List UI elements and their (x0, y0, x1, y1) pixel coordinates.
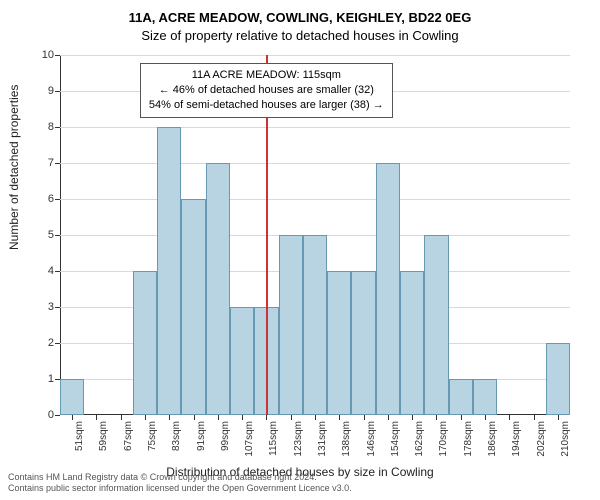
x-tick-label: 170sqm (436, 415, 449, 457)
histogram-bar (351, 271, 375, 415)
x-tick-label: 115sqm (266, 415, 279, 456)
y-tick-label: 5 (48, 229, 60, 241)
x-tick-label: 59sqm (96, 415, 109, 451)
x-tick-label: 123sqm (291, 415, 304, 457)
y-tick-label: 1 (48, 373, 60, 385)
y-tick-label: 6 (48, 193, 60, 205)
histogram-bar (157, 127, 181, 415)
y-tick-label: 9 (48, 85, 60, 97)
histogram-bar (303, 235, 327, 415)
footer-line1: Contains HM Land Registry data © Crown c… (8, 472, 352, 483)
chart-title-line2: Size of property relative to detached ho… (0, 28, 600, 43)
x-tick-label: 91sqm (194, 415, 207, 451)
x-tick-label: 67sqm (121, 415, 134, 451)
annotation-box: 11A ACRE MEADOW: 115sqm← 46% of detached… (140, 63, 393, 118)
y-tick-label: 2 (48, 337, 60, 349)
histogram-bar (449, 379, 473, 415)
chart-container: 11A, ACRE MEADOW, COWLING, KEIGHLEY, BD2… (0, 0, 600, 500)
x-tick-label: 210sqm (558, 415, 571, 457)
x-tick-label: 83sqm (169, 415, 182, 451)
annotation-line: 11A ACRE MEADOW: 115sqm (149, 68, 384, 83)
x-tick-label: 186sqm (485, 415, 498, 457)
x-tick-label: 131sqm (315, 415, 328, 457)
histogram-bar (279, 235, 303, 415)
x-tick-label: 154sqm (388, 415, 401, 457)
y-axis-title: Number of detached properties (7, 85, 21, 250)
x-tick-label: 162sqm (412, 415, 425, 457)
y-tick-label: 10 (42, 49, 60, 61)
footer-attribution: Contains HM Land Registry data © Crown c… (8, 472, 352, 495)
grid-line (60, 163, 570, 164)
x-tick-label: 138sqm (339, 415, 352, 457)
y-tick-label: 0 (48, 409, 60, 421)
histogram-bar (181, 199, 205, 415)
grid-line (60, 55, 570, 56)
histogram-bar (400, 271, 424, 415)
grid-line (60, 127, 570, 128)
grid-line (60, 199, 570, 200)
x-tick-label: 202sqm (534, 415, 547, 457)
x-tick-label: 75sqm (145, 415, 158, 451)
y-tick-label: 8 (48, 121, 60, 133)
histogram-bar (60, 379, 84, 415)
histogram-bar (133, 271, 157, 415)
annotation-line: 54% of semi-detached houses are larger (… (149, 98, 384, 113)
x-tick-label: 99sqm (218, 415, 231, 451)
x-tick-label: 107sqm (242, 415, 255, 457)
x-tick-label: 178sqm (461, 415, 474, 457)
y-tick-label: 4 (48, 265, 60, 277)
x-tick-label: 146sqm (364, 415, 377, 457)
annotation-line: ← 46% of detached houses are smaller (32… (149, 83, 384, 98)
histogram-bar (206, 163, 230, 415)
histogram-bar (327, 271, 351, 415)
histogram-bar (230, 307, 254, 415)
x-tick-label: 51sqm (72, 415, 85, 451)
chart-title-line1: 11A, ACRE MEADOW, COWLING, KEIGHLEY, BD2… (0, 10, 600, 25)
histogram-bar (376, 163, 400, 415)
x-tick-label: 194sqm (509, 415, 522, 457)
histogram-bar (473, 379, 497, 415)
histogram-bar (546, 343, 570, 415)
histogram-bar (424, 235, 448, 415)
plot-area: 01234567891051sqm59sqm67sqm75sqm83sqm91s… (60, 55, 570, 415)
footer-line2: Contains public sector information licen… (8, 483, 352, 494)
y-tick-label: 3 (48, 301, 60, 313)
y-tick-label: 7 (48, 157, 60, 169)
